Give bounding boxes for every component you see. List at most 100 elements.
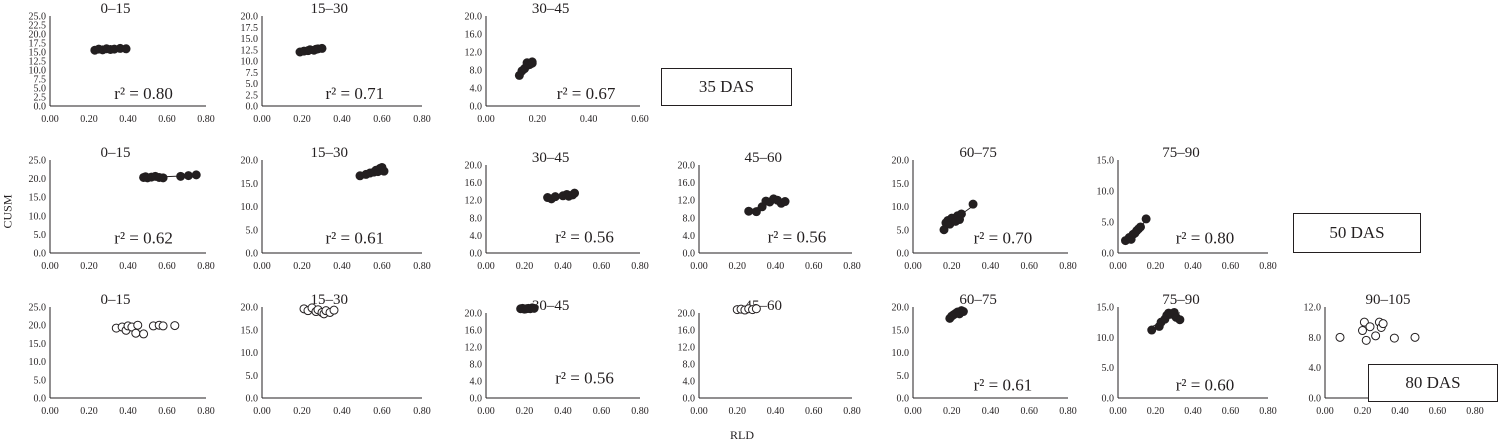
panel-9-y-tick-label: 15.0 <box>1097 156 1115 167</box>
panel-10-y-tick-label: 25.0 <box>29 303 47 314</box>
panel-12-y-tick-label: 20.0 <box>465 309 483 320</box>
panel-6-r2-label: r² = 0.56 <box>555 227 614 246</box>
panel-9-r2-label: r² = 0.80 <box>1176 229 1235 248</box>
panel-7-data-point <box>780 197 790 207</box>
panel-5-x-tick-label: 0.40 <box>333 261 351 272</box>
panel-15-y-tick-label: 10.0 <box>1097 333 1115 344</box>
panel-2-data-point <box>317 43 327 53</box>
panel-3-y-tick-label: 0.0 <box>470 102 483 113</box>
panel-5-x-tick-label: 0.60 <box>373 261 391 272</box>
panel-7-y-tick-label: 0.0 <box>683 249 696 260</box>
panel-15-x-tick-label: 0.00 <box>1109 406 1127 417</box>
panel-13-y-tick-label: 4.0 <box>683 377 696 388</box>
panel-12-title: 30–45 <box>532 298 570 314</box>
panel-3-y-tick-label: 8.0 <box>470 66 483 77</box>
panel-15-y-tick-label: 15.0 <box>1097 303 1115 314</box>
panel-11-y-tick-label: 10.0 <box>241 348 259 359</box>
panel-13-x-tick-label: 0.20 <box>729 406 747 417</box>
panel-1-y-tick-label: 0.0 <box>34 102 47 113</box>
panel-12-x-tick-label: 0.20 <box>516 406 534 417</box>
panel-16-y-tick-label: 8.0 <box>1309 333 1322 344</box>
panel-2-y-tick-label: 0.0 <box>246 102 259 113</box>
panel-3-y-tick-label: 4.0 <box>470 84 483 95</box>
panel-16-x-tick-label: 0.40 <box>1391 406 1409 417</box>
panel-8-y-tick-label: 5.0 <box>897 225 910 236</box>
panel-7-y-tick-label: 16.0 <box>678 178 696 189</box>
panel-11-y-tick-label: 20.0 <box>241 303 259 314</box>
panel-15-y-tick-label: 5.0 <box>1102 363 1115 374</box>
panel-16-y-tick-label: 12.0 <box>1304 303 1322 314</box>
panel-8-y-tick-label: 20.0 <box>892 156 910 167</box>
panel-16-x-tick-label: 0.20 <box>1354 406 1372 417</box>
panel-14-y-tick-label: 0.0 <box>897 394 910 405</box>
panel-1-x-tick-label: 0.80 <box>197 114 215 125</box>
panel-1-title: 0–15 <box>101 1 131 17</box>
panel-4-y-tick-label: 10.0 <box>29 211 47 222</box>
panel-4-x-tick-label: 0.80 <box>197 261 215 272</box>
panel-7-data-point <box>751 207 761 217</box>
panel-13-x-tick-label: 0.80 <box>843 406 861 417</box>
panel-8-title: 60–75 <box>959 145 997 161</box>
panel-8-data-point <box>968 199 978 209</box>
panel-4-y-tick-label: 25.0 <box>29 156 47 167</box>
panel-5-x-tick-label: 0.20 <box>293 261 311 272</box>
panel-14-r2-label: r² = 0.61 <box>974 376 1033 395</box>
panel-4-data-point <box>158 173 168 183</box>
panel-16-x-tick-label: 0.00 <box>1316 406 1334 417</box>
panel-3-x-tick-label: 0.60 <box>631 114 649 125</box>
panel-11-x-tick-label: 0.40 <box>333 406 351 417</box>
panel-10-data-point <box>133 320 143 330</box>
panel-1-y-tick-label: 15.0 <box>29 48 47 59</box>
panel-1-y-tick-label: 10.0 <box>29 66 47 77</box>
panel-8-y-tick-label: 10.0 <box>892 202 910 213</box>
panel-1-x-tick-label: 0.60 <box>158 114 176 125</box>
panel-8-r2-label: r² = 0.70 <box>974 229 1033 248</box>
panel-15-x-tick-label: 0.40 <box>1184 406 1202 417</box>
panel-7-x-tick-label: 0.00 <box>690 261 708 272</box>
panel-15-y-tick-label: 0.0 <box>1102 394 1115 405</box>
panel-12-y-tick-label: 16.0 <box>465 326 483 337</box>
panel-4-y-tick-label: 20.0 <box>29 174 47 185</box>
panel-16-data-point <box>1389 333 1399 343</box>
das-label-50: 50 DAS <box>1293 213 1421 253</box>
panel-2-y-tick-label: 12.5 <box>241 45 259 56</box>
panel-11-data-point <box>329 305 339 315</box>
panel-4-x-tick-label: 0.60 <box>158 261 176 272</box>
panel-5-r2-label: r² = 0.61 <box>325 229 384 248</box>
panel-13-x-tick-label: 0.40 <box>767 406 785 417</box>
panel-11-x-tick-label: 0.00 <box>253 406 271 417</box>
panel-10-title: 0–15 <box>101 292 131 308</box>
panel-2-y-tick-label: 7.5 <box>246 68 259 79</box>
panel-12-data-point <box>529 303 539 313</box>
panel-13-x-tick-label: 0.60 <box>805 406 823 417</box>
panel-13-y-tick-label: 20.0 <box>678 309 696 320</box>
panel-13-y-tick-label: 12.0 <box>678 343 696 354</box>
panel-6-data-point <box>550 192 560 202</box>
panel-9-x-tick-label: 0.60 <box>1222 261 1240 272</box>
panel-3-data-point <box>527 58 537 68</box>
panel-2-y-tick-label: 15.0 <box>241 34 259 45</box>
panel-5-y-tick-label: 10.0 <box>241 202 259 213</box>
panel-10-x-tick-label: 0.20 <box>80 406 98 417</box>
panel-11-x-tick-label: 0.20 <box>293 406 311 417</box>
panel-9-y-tick-label: 5.0 <box>1102 218 1115 229</box>
panel-10-x-tick-label: 0.00 <box>41 406 59 417</box>
panel-4-x-tick-label: 0.40 <box>119 261 137 272</box>
panel-15-x-tick-label: 0.80 <box>1259 406 1277 417</box>
panel-13-y-tick-label: 8.0 <box>683 360 696 371</box>
panel-14-y-tick-label: 5.0 <box>897 371 910 382</box>
panel-6-y-tick-label: 12.0 <box>465 196 483 207</box>
panel-7-y-tick-label: 4.0 <box>683 231 696 242</box>
panel-6-x-tick-label: 0.60 <box>593 261 611 272</box>
panel-2-y-tick-label: 10.0 <box>241 57 259 68</box>
panel-10-data-point <box>170 321 180 331</box>
panel-14-x-tick-label: 0.80 <box>1059 406 1077 417</box>
panel-8-x-tick-label: 0.60 <box>1021 261 1039 272</box>
panel-7-x-tick-label: 0.20 <box>729 261 747 272</box>
panel-12-x-tick-label: 0.40 <box>554 406 572 417</box>
panel-10-data-point <box>139 329 149 339</box>
panel-9-data-point <box>1136 222 1145 232</box>
panel-16-y-tick-label: 0.0 <box>1309 394 1322 405</box>
panel-6-data-point <box>570 188 580 198</box>
